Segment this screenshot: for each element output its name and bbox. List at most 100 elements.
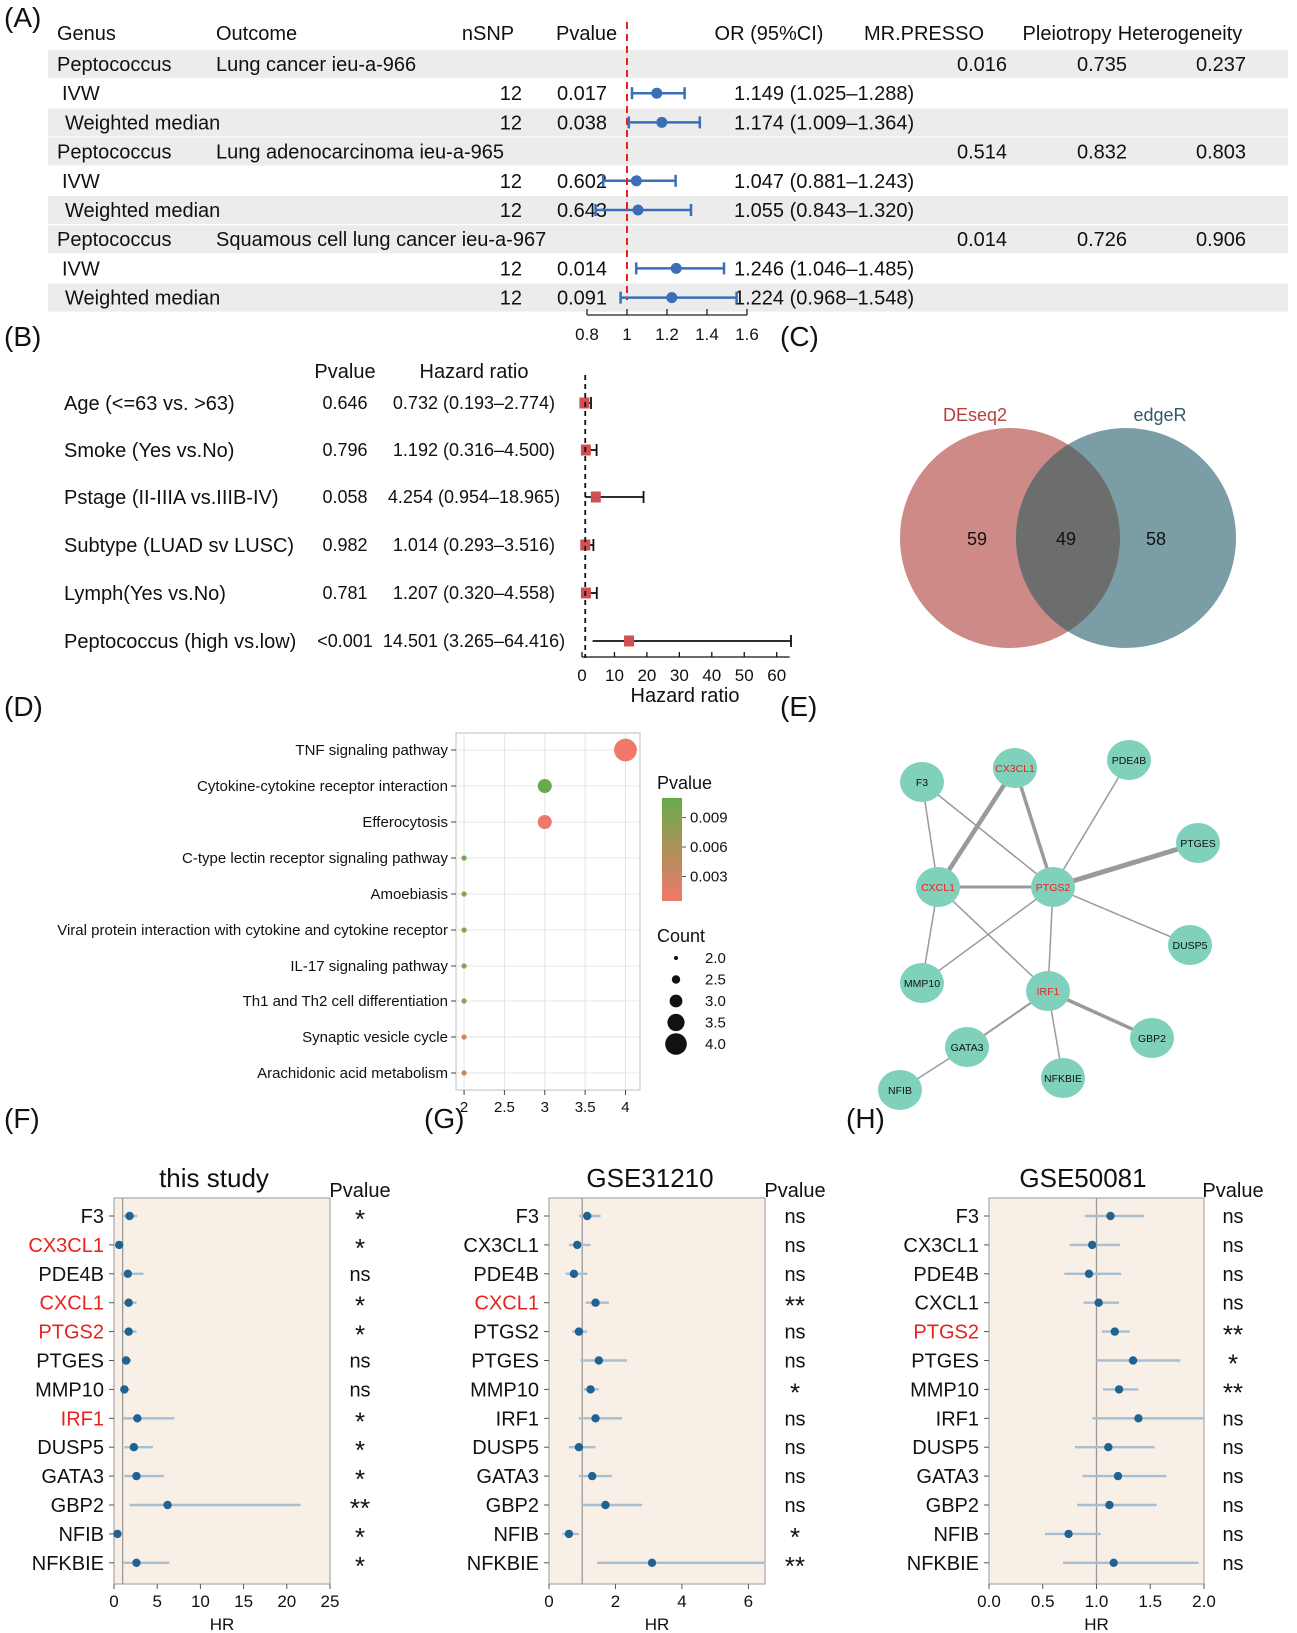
significance-mark: ns bbox=[784, 1466, 805, 1488]
network-node bbox=[878, 1070, 922, 1110]
network-node-label: GATA3 bbox=[951, 1042, 984, 1054]
panel-label: (B) bbox=[4, 321, 41, 352]
hr-point bbox=[1109, 1558, 1118, 1568]
panel-label: (F) bbox=[4, 1103, 40, 1134]
hr-point bbox=[124, 1327, 133, 1336]
x-tick-label: 25 bbox=[321, 1592, 340, 1611]
pathway-label: Th1 and Th2 cell differentiation bbox=[243, 993, 448, 1010]
hr-point bbox=[113, 1529, 122, 1539]
venn-count: 49 bbox=[1056, 529, 1076, 549]
gene-label: GATA3 bbox=[41, 1466, 104, 1488]
pvalue-value: <0.001 bbox=[317, 631, 373, 651]
pvalue-value: 0.038 bbox=[557, 112, 607, 134]
network-edge bbox=[1052, 886, 1191, 946]
significance-mark: ** bbox=[1223, 1377, 1243, 1407]
significance-mark: ns bbox=[1222, 1553, 1243, 1575]
legend-pvalue-title: Pvalue bbox=[657, 773, 712, 793]
network-node-label: NFIB bbox=[888, 1085, 912, 1097]
hr-point bbox=[163, 1500, 172, 1510]
significance-mark: ns bbox=[1222, 1235, 1243, 1257]
variable-label: Pstage (II-IIIA vs.IIIB-IV) bbox=[64, 487, 279, 509]
enrichment-point bbox=[461, 1070, 467, 1076]
x-tick-label: 20 bbox=[277, 1592, 296, 1611]
network-node-label: NFKBIE bbox=[1044, 1073, 1082, 1085]
hr-point bbox=[121, 1356, 131, 1365]
hr-point bbox=[124, 1298, 133, 1307]
gene-label: NFKBIE bbox=[467, 1553, 539, 1575]
pathway-label: Synaptic vesicle cycle bbox=[302, 1029, 448, 1046]
enrichment-point bbox=[537, 779, 552, 793]
x-axis-title: HR bbox=[210, 1615, 235, 1633]
legend-colorbar-label: 0.009 bbox=[690, 810, 728, 827]
or-ci-text: 1.047 (0.881–1.243) bbox=[734, 171, 914, 193]
method-label: IVW bbox=[62, 83, 100, 105]
pvalue-value: 0.781 bbox=[322, 583, 367, 603]
or-ci-text: 1.224 (0.968–1.548) bbox=[734, 288, 914, 310]
network-node-label: F3 bbox=[916, 777, 928, 789]
pathway-label: TNF signaling pathway bbox=[295, 742, 448, 759]
gene-label: CX3CL1 bbox=[903, 1235, 979, 1257]
or-point bbox=[666, 292, 678, 304]
venn-set-label: DEseq2 bbox=[943, 405, 1007, 425]
panel-label: (D) bbox=[4, 691, 43, 722]
x-tick-label: 15 bbox=[234, 1592, 253, 1611]
enrichment-point bbox=[461, 998, 467, 1004]
variable-label: Subtype (LUAD sv LUSC) bbox=[64, 535, 294, 557]
hr-point bbox=[601, 1500, 610, 1510]
network-node bbox=[900, 762, 944, 802]
pvalue-value: 0.982 bbox=[322, 535, 367, 555]
gene-label: GATA3 bbox=[476, 1466, 539, 1488]
method-label: Weighted median bbox=[65, 200, 220, 222]
gene-label: DUSP5 bbox=[37, 1437, 104, 1459]
significance-mark: * bbox=[790, 1377, 800, 1407]
network-node-label: GBP2 bbox=[1138, 1033, 1166, 1045]
hr-point bbox=[588, 1471, 597, 1481]
gene-label: GBP2 bbox=[926, 1495, 979, 1517]
significance-mark: ** bbox=[350, 1493, 370, 1523]
significance-mark: * bbox=[355, 1464, 365, 1494]
significance-mark: ns bbox=[1222, 1408, 1243, 1430]
network-node-label: PTGES bbox=[1180, 838, 1216, 850]
outcome-label: Lung adenocarcinoma ieu-a-965 bbox=[216, 142, 504, 164]
panel-label: (G) bbox=[424, 1103, 464, 1134]
legend-count-label: 2.5 bbox=[705, 972, 726, 989]
nsnp-value: 12 bbox=[500, 171, 522, 193]
pvalue-value: 0.646 bbox=[322, 393, 367, 413]
gene-label: NFIB bbox=[58, 1524, 104, 1546]
pvalue-value: 0.602 bbox=[557, 171, 607, 193]
or-point bbox=[632, 204, 644, 216]
significance-mark: ns bbox=[784, 1264, 805, 1286]
pleiotropy-value: 0.726 bbox=[1077, 229, 1127, 251]
gene-label: MMP10 bbox=[35, 1379, 104, 1401]
hr-ci-text: 1.014 (0.293–3.516) bbox=[393, 535, 555, 555]
nsnp-value: 12 bbox=[500, 200, 522, 222]
pleiotropy-value: 0.832 bbox=[1077, 142, 1127, 164]
hr-ci-text: 0.732 (0.193–2.774) bbox=[393, 393, 555, 413]
enrichment-point bbox=[461, 1034, 467, 1040]
panel-title: this study bbox=[159, 1163, 269, 1193]
legend-count-label: 3.5 bbox=[705, 1015, 726, 1032]
genus-label: Peptococcus bbox=[57, 229, 172, 251]
hr-point bbox=[594, 1356, 604, 1365]
significance-mark: * bbox=[355, 1320, 365, 1350]
hr-ci-text: 1.207 (0.320–4.558) bbox=[393, 583, 555, 603]
x-tick-label: 0 bbox=[577, 666, 586, 685]
hr-point bbox=[1084, 1269, 1094, 1279]
gene-label: CXCL1 bbox=[915, 1293, 979, 1315]
panel-title: GSE31210 bbox=[586, 1163, 713, 1193]
hr-point bbox=[1134, 1414, 1143, 1423]
gene-label: PTGES bbox=[36, 1351, 104, 1373]
x-tick-label: 0.0 bbox=[977, 1592, 1001, 1611]
nsnp-value: 12 bbox=[500, 83, 522, 105]
network-node bbox=[1130, 1018, 1174, 1058]
column-header: MR.PRESSO bbox=[864, 23, 984, 45]
x-tick-label: 2 bbox=[460, 1099, 468, 1116]
legend-count-dot bbox=[667, 1013, 685, 1032]
method-label: Weighted median bbox=[65, 112, 220, 134]
network-node bbox=[1031, 867, 1075, 907]
or-ci-text: 1.174 (1.009–1.364) bbox=[734, 112, 914, 134]
legend-colorbar bbox=[662, 798, 682, 901]
significance-mark: ** bbox=[785, 1551, 805, 1581]
significance-mark: ns bbox=[1222, 1264, 1243, 1286]
